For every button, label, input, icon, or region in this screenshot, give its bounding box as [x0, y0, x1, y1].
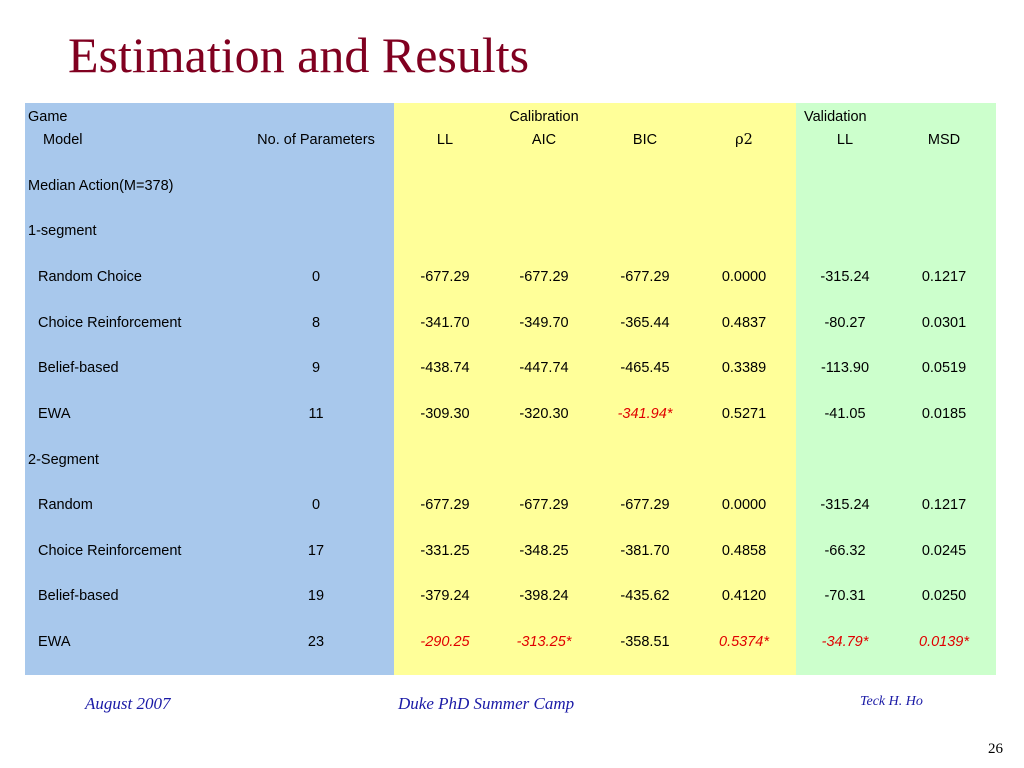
- table-cell: 0.4120: [721, 588, 767, 604]
- table-cell: -465.45: [620, 360, 670, 376]
- header-calibration: Calibration: [509, 109, 579, 125]
- table-cell: -315.24: [820, 497, 870, 513]
- table-cell: -358.51: [620, 634, 670, 650]
- header-validation: Validation: [804, 109, 867, 125]
- table-cell: 0.4837: [721, 315, 767, 331]
- row-label: Random Choice: [38, 269, 142, 285]
- row-label: EWA: [38, 406, 71, 422]
- column-header: LL: [436, 132, 454, 148]
- table-cell: -677.29: [420, 269, 470, 285]
- table-cell: -435.62: [620, 588, 670, 604]
- table-cell: -315.24: [820, 269, 870, 285]
- column-header: ρ2: [735, 132, 753, 148]
- table-cell: -447.74: [519, 360, 569, 376]
- calibration-column-band: [394, 103, 796, 675]
- table-cell: 0.1217: [921, 497, 967, 513]
- table-cell: -677.29: [519, 269, 569, 285]
- row-label: Belief-based: [38, 360, 119, 376]
- row-label: Belief-based: [38, 588, 119, 604]
- column-header: Model: [43, 132, 83, 148]
- table-cell: -677.29: [519, 497, 569, 513]
- row-label: EWA: [38, 634, 71, 650]
- section-label: 1-segment: [28, 223, 97, 239]
- validation-column-band: [796, 103, 996, 675]
- table-cell: -348.25: [519, 543, 569, 559]
- table-cell: -331.25: [420, 543, 470, 559]
- table-cell: -341.70: [420, 315, 470, 331]
- table-cell: 0.5374*: [719, 634, 769, 650]
- row-label: Random: [38, 497, 93, 513]
- table-cell: 0.0000: [721, 269, 767, 285]
- page-number: 26: [988, 741, 1003, 757]
- table-cell: -34.79*: [821, 634, 869, 650]
- table-cell: -66.32: [824, 543, 866, 559]
- results-table: Game Calibration Validation Model No. of …: [25, 103, 996, 675]
- table-cell: -41.05: [824, 406, 866, 422]
- table-cell: -438.74: [420, 360, 470, 376]
- table-cell: 0.0185: [921, 406, 967, 422]
- table-cell: 0.0139*: [919, 634, 969, 650]
- column-header: No. of Parameters: [257, 132, 375, 148]
- column-header: AIC: [531, 132, 557, 148]
- table-cell: 0.0000: [721, 497, 767, 513]
- section-label: Median Action(M=378): [28, 178, 174, 194]
- column-header: MSD: [927, 132, 961, 148]
- table-cell: -320.30: [519, 406, 569, 422]
- table-cell: -70.31: [824, 588, 866, 604]
- table-cell: -398.24: [519, 588, 569, 604]
- table-cell: -290.25: [420, 634, 470, 650]
- table-cell: -379.24: [420, 588, 470, 604]
- table-cell: 0.0301: [921, 315, 967, 331]
- table-cell: 11: [308, 406, 324, 422]
- table-cell: 0.0519: [921, 360, 967, 376]
- table-cell: -80.27: [824, 315, 866, 331]
- row-label: Choice Reinforcement: [38, 315, 182, 331]
- table-cell: 0.0250: [921, 588, 967, 604]
- table-cell: 0.0245: [921, 543, 967, 559]
- table-cell: -313.25*: [516, 634, 572, 650]
- table-cell: 17: [307, 543, 325, 559]
- table-cell: -677.29: [420, 497, 470, 513]
- table-cell: -677.29: [620, 269, 670, 285]
- section-label: 2-Segment: [28, 452, 99, 468]
- table-cell: 0.4858: [721, 543, 767, 559]
- footer-author: Teck H. Ho: [860, 694, 923, 709]
- model-column-band: [25, 103, 394, 675]
- column-header: LL: [836, 132, 854, 148]
- table-cell: 19: [307, 588, 325, 604]
- row-label: Choice Reinforcement: [38, 543, 182, 559]
- table-cell: -349.70: [519, 315, 569, 331]
- table-cell: 0: [311, 497, 321, 513]
- table-cell: -381.70: [620, 543, 670, 559]
- table-cell: -341.94*: [617, 406, 673, 422]
- table-cell: 0.5271: [721, 406, 767, 422]
- slide-title: Estimation and Results: [68, 27, 530, 83]
- column-header: BIC: [632, 132, 658, 148]
- table-cell: 0: [311, 269, 321, 285]
- table-cell: -113.90: [820, 360, 870, 376]
- table-cell: 8: [311, 315, 321, 331]
- table-cell: 0.1217: [921, 269, 967, 285]
- table-cell: -365.44: [620, 315, 670, 331]
- table-cell: -309.30: [420, 406, 470, 422]
- table-cell: 9: [311, 360, 321, 376]
- footer-date: August 2007: [85, 694, 171, 713]
- table-cell: 0.3389: [721, 360, 767, 376]
- table-cell: 23: [307, 634, 325, 650]
- footer-event: Duke PhD Summer Camp: [398, 694, 575, 713]
- header-game: Game: [28, 109, 68, 125]
- table-cell: -677.29: [620, 497, 670, 513]
